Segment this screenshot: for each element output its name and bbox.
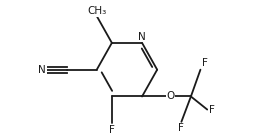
Text: N: N bbox=[38, 65, 46, 75]
Text: F: F bbox=[109, 125, 115, 135]
Text: F: F bbox=[179, 123, 184, 133]
Text: F: F bbox=[202, 58, 208, 68]
Text: N: N bbox=[138, 31, 146, 42]
Text: CH₃: CH₃ bbox=[87, 6, 106, 16]
Text: F: F bbox=[209, 105, 214, 115]
Text: O: O bbox=[166, 91, 175, 101]
